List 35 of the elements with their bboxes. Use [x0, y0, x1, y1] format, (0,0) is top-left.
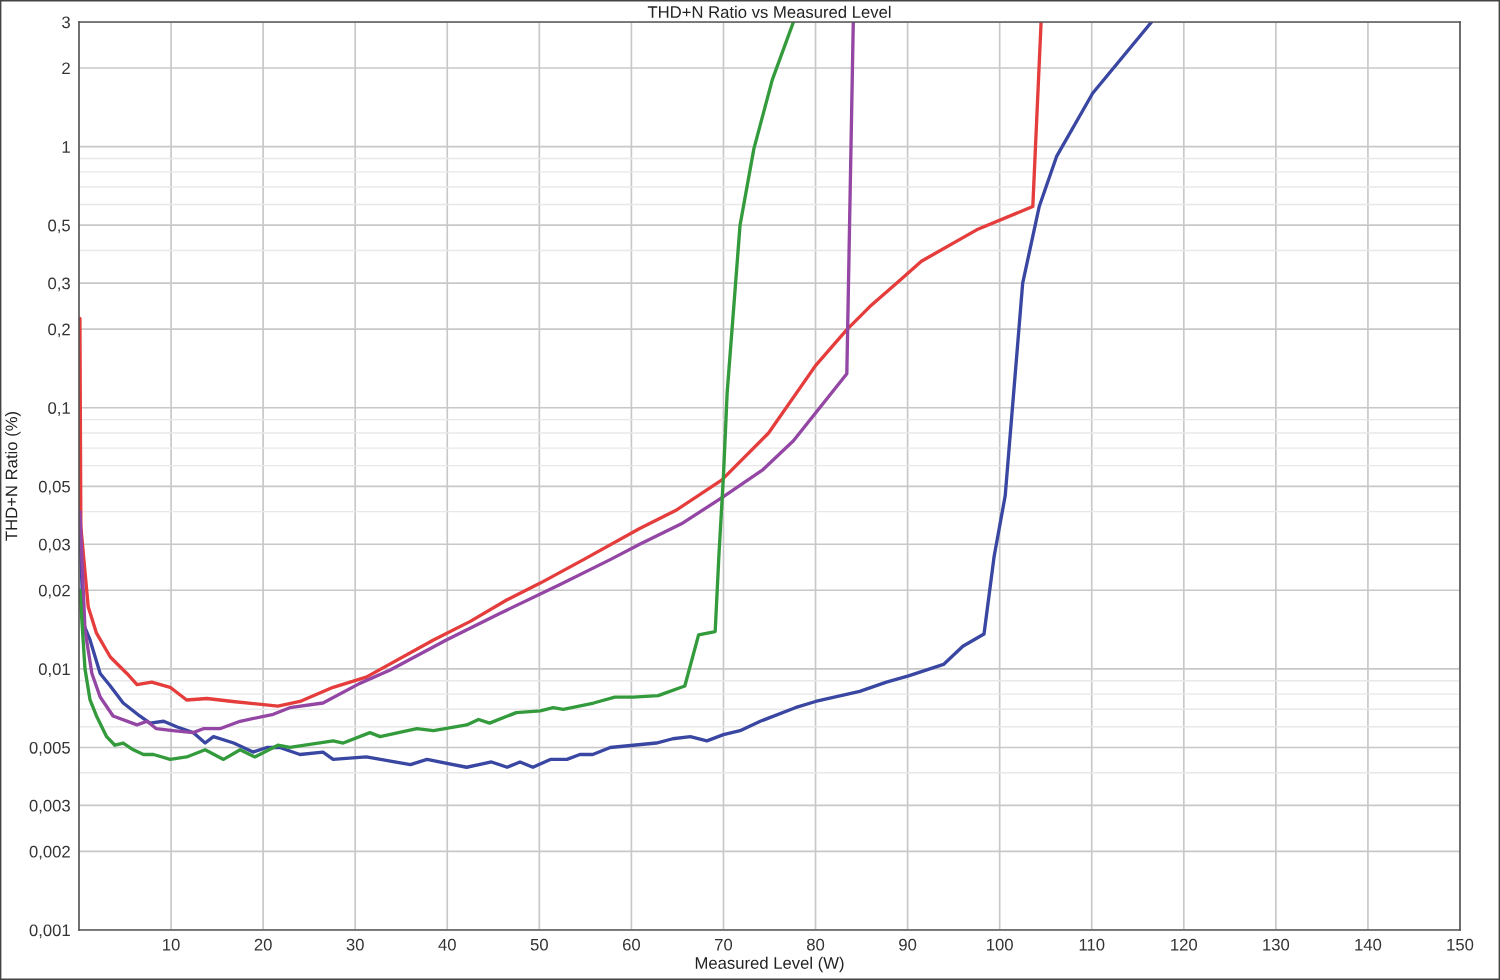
y-tick-label: 0,003 — [29, 799, 70, 814]
x-tick-label: 130 — [1263, 938, 1290, 951]
chart-title: THD+N Ratio vs Measured Level — [647, 5, 891, 18]
y-tick-label: 0,005 — [29, 741, 70, 756]
y-tick-label: 0,2 — [48, 323, 70, 338]
x-tick-label: 40 — [438, 938, 456, 951]
x-tick-label: 60 — [622, 938, 641, 951]
x-tick-label: 150 — [1447, 938, 1474, 951]
line-series — [79, 22, 1154, 769]
y-axis-title: THD+N Ratio (%) — [5, 411, 21, 541]
y-tick-label: 0,02 — [38, 584, 70, 599]
x-tick-label: 10 — [163, 938, 180, 951]
y-tick-label: 0,01 — [38, 663, 70, 678]
y-tick-label: 0,05 — [38, 480, 70, 495]
x-tick-label: 110 — [1079, 938, 1105, 951]
y-tick-label: 0,3 — [48, 277, 70, 292]
x-tick-label: 70 — [715, 938, 733, 951]
y-tick-label: 0,001 — [29, 924, 70, 939]
y-tick-label: 1 — [62, 141, 70, 153]
line-series — [79, 22, 1043, 708]
y-tick-label: 3 — [62, 16, 70, 29]
x-tick-label: 100 — [987, 938, 1013, 951]
x-axis-title: Measured Level (W) — [695, 956, 844, 973]
y-tick-label: 2 — [62, 62, 70, 75]
y-tick-label: 0,03 — [38, 538, 70, 553]
x-tick-label: 140 — [1355, 938, 1382, 951]
x-tick-label: 50 — [530, 938, 548, 951]
x-tick-label: 20 — [254, 938, 272, 951]
y-tick-label: 0,5 — [48, 219, 70, 234]
x-tick-label: 90 — [899, 938, 917, 951]
x-tick-label: 120 — [1171, 938, 1198, 951]
x-tick-label: 80 — [806, 938, 825, 951]
y-tick-label: 0,1 — [48, 402, 70, 416]
x-tick-label: 30 — [346, 938, 364, 951]
y-tick-label: 0,002 — [29, 845, 70, 860]
